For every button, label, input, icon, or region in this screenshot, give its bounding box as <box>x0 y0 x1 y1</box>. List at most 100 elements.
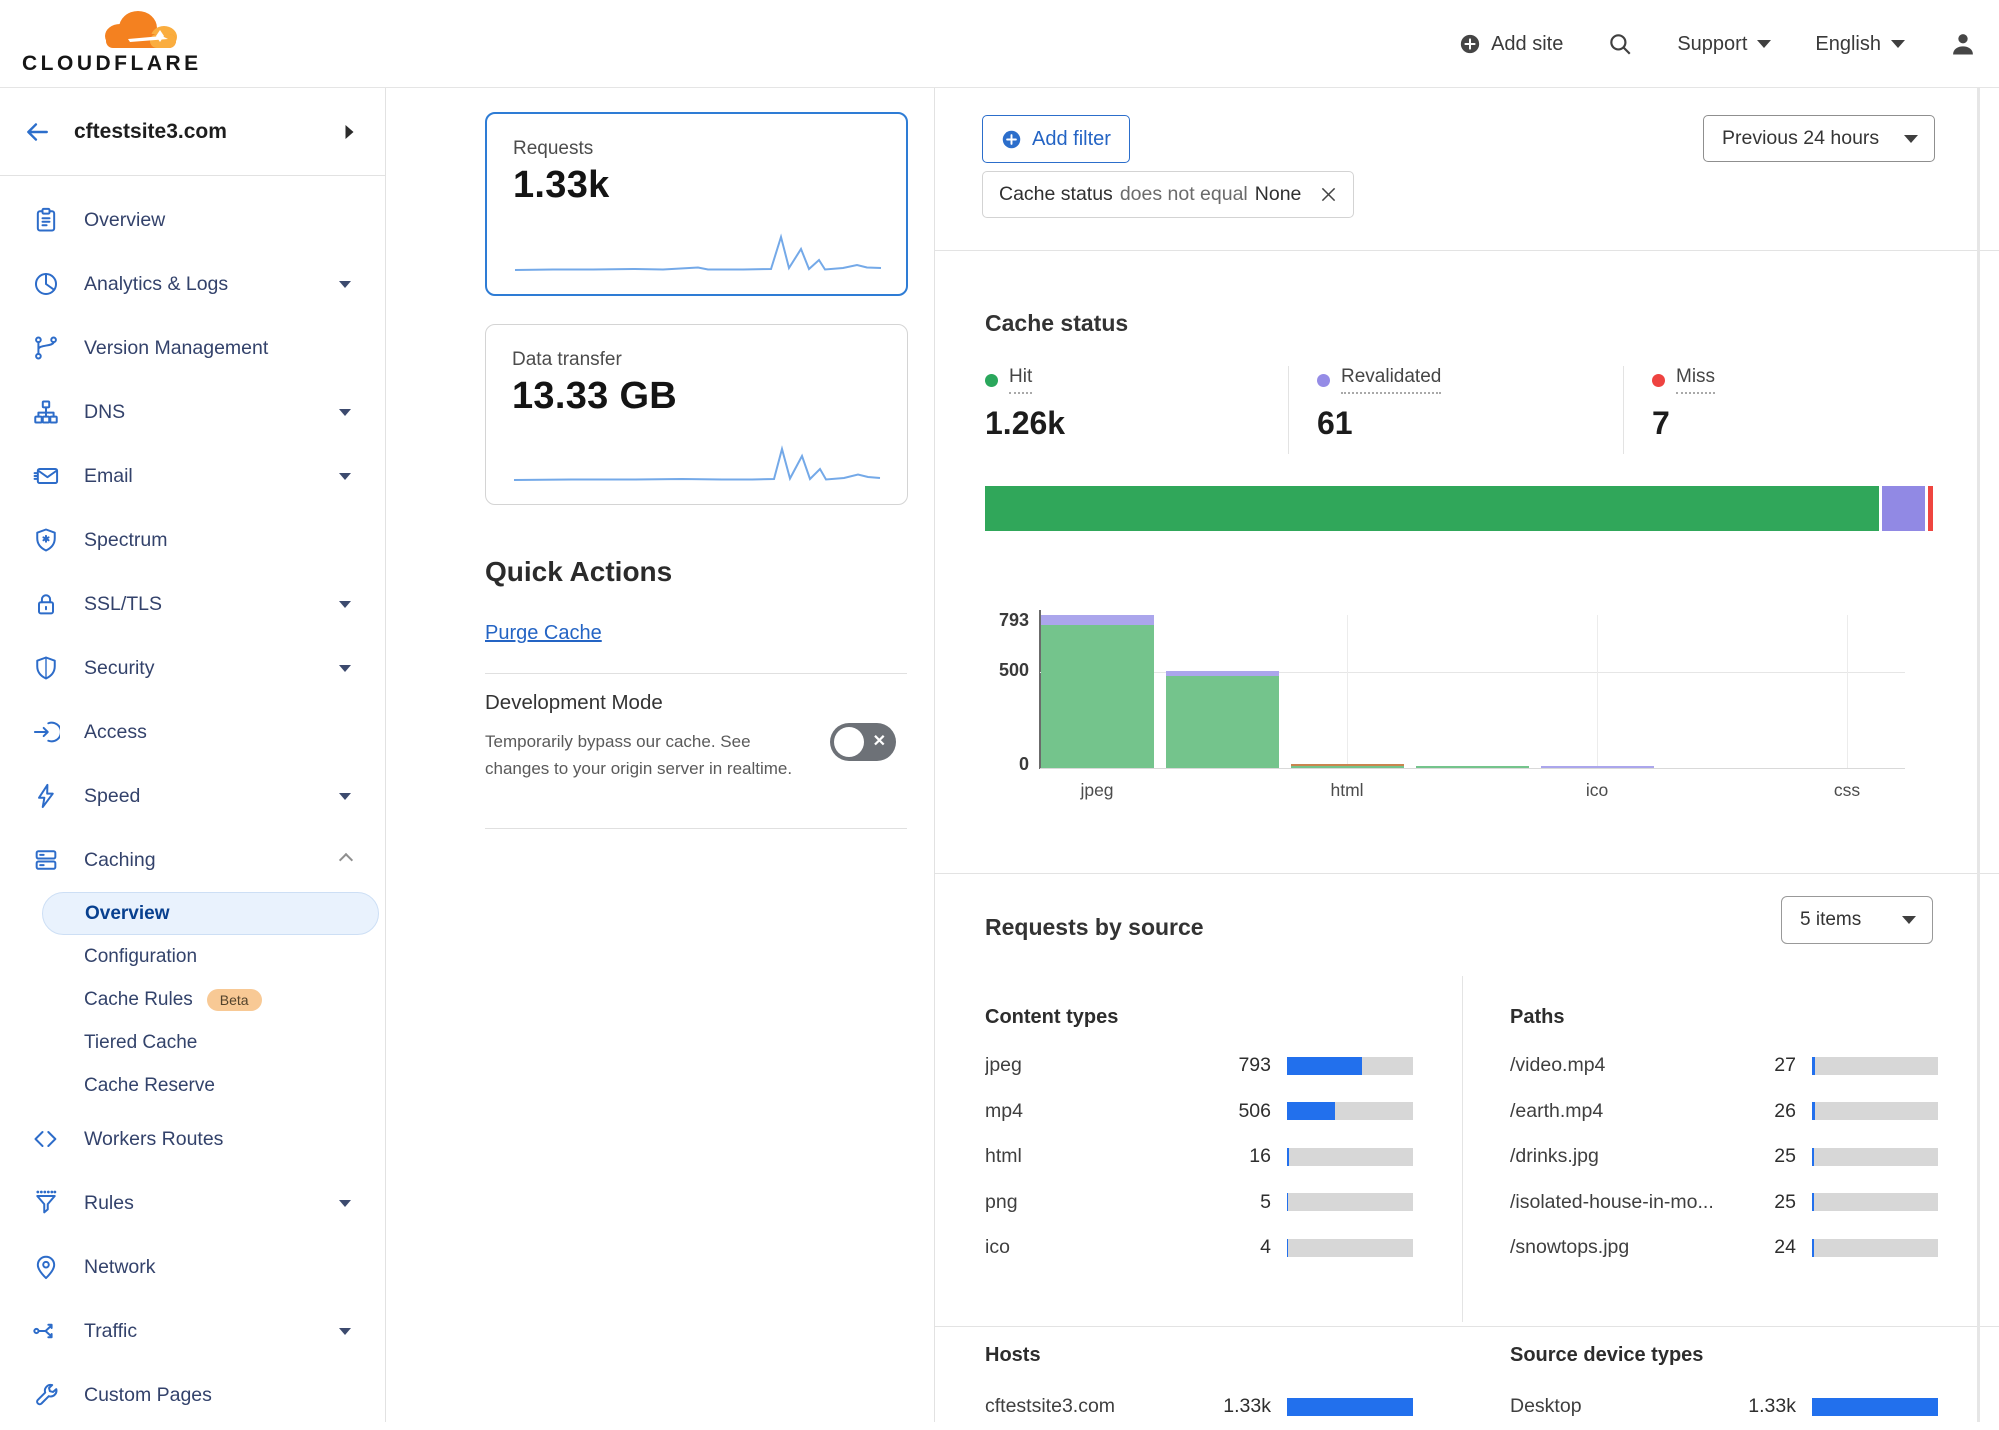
x-tick-label: html <box>1297 780 1397 801</box>
sidebar-subitem-cache-reserve[interactable]: Cache Reserve <box>42 1064 379 1107</box>
row-label: /snowtops.jpg <box>1510 1236 1726 1259</box>
filter-value: None <box>1255 183 1302 206</box>
add-filter-label: Add filter <box>1032 128 1111 151</box>
sidebar-item-speed[interactable]: Speed <box>0 764 385 828</box>
row-value: 26 <box>1726 1100 1796 1123</box>
sidebar-item-rules[interactable]: Rules <box>0 1171 385 1235</box>
beta-badge: Beta <box>207 989 262 1011</box>
stat-label[interactable]: Revalidated <box>1341 366 1441 394</box>
purge-cache-link[interactable]: Purge Cache <box>485 622 602 645</box>
search-icon[interactable] <box>1607 31 1633 57</box>
items-count-dropdown[interactable]: 5 items <box>1781 896 1933 944</box>
status-dot-icon <box>985 374 998 387</box>
divider <box>1462 976 1463 1322</box>
stat-value: 7 <box>1652 405 1924 442</box>
requests-sparkline <box>513 232 883 276</box>
sidebar-item-label: Access <box>84 721 147 744</box>
cloudflare-logo-text: CLOUDFLARE <box>22 52 202 76</box>
row-bar-track <box>1812 1102 1938 1120</box>
stat-miss: Miss 7 <box>1624 366 1924 454</box>
row-bar-track <box>1812 1193 1938 1211</box>
clipboard-icon <box>32 206 60 234</box>
support-label: Support <box>1677 33 1747 56</box>
time-range-label: Previous 24 hours <box>1722 127 1879 150</box>
sidebar-item-custom-pages[interactable]: Custom Pages <box>0 1363 385 1427</box>
scrollbar[interactable] <box>1977 88 1980 1422</box>
row-label: jpeg <box>985 1054 1201 1077</box>
sidebar-item-label: Caching <box>84 849 156 872</box>
data-transfer-metric-card[interactable]: Data transfer 13.33 GB <box>485 324 908 505</box>
row-label: /video.mp4 <box>1510 1054 1726 1077</box>
row-value: 506 <box>1201 1100 1271 1123</box>
divider <box>935 873 1999 874</box>
support-menu[interactable]: Support <box>1677 33 1771 56</box>
row-bar-track <box>1287 1398 1413 1416</box>
row-value: 1.33k <box>1201 1395 1271 1418</box>
filter-chip[interactable]: Cache status does not equal None <box>982 171 1354 218</box>
sidebar-item-overview[interactable]: Overview <box>0 188 385 252</box>
sidebar-subitem-configuration[interactable]: Configuration <box>42 935 379 978</box>
code-icon <box>32 1125 60 1153</box>
user-icon[interactable] <box>1949 30 1977 58</box>
chevron-down-icon <box>1891 40 1905 48</box>
revalidated-bar-segment <box>1166 671 1279 676</box>
data-transfer-sparkline <box>512 442 882 486</box>
envelope-icon <box>32 462 60 490</box>
chevron-down-icon <box>1902 916 1916 924</box>
row-bar-track <box>1812 1239 1938 1257</box>
stat-label[interactable]: Miss <box>1676 366 1715 394</box>
add-site-button[interactable]: Add site <box>1459 33 1563 56</box>
development-mode-title: Development Mode <box>485 691 663 715</box>
row-bar-fill <box>1287 1148 1289 1166</box>
row-bar-track <box>1287 1102 1413 1120</box>
sidebar-item-spectrum[interactable]: Spectrum <box>0 508 385 572</box>
row-bar-track <box>1287 1239 1413 1257</box>
sidebar-item-network[interactable]: Network <box>0 1235 385 1299</box>
language-menu[interactable]: English <box>1815 33 1905 56</box>
requests-by-source-title: Requests by source <box>985 914 1204 941</box>
sidebar-item-dns[interactable]: DNS <box>0 380 385 444</box>
revalidated-bar-segment <box>1541 766 1654 768</box>
time-range-dropdown[interactable]: Previous 24 hours <box>1703 115 1935 162</box>
stat-label[interactable]: Hit <box>1009 366 1032 394</box>
row-bar-track <box>1287 1193 1413 1211</box>
close-icon[interactable] <box>1318 184 1339 205</box>
sidebar-subitem-tiered-cache[interactable]: Tiered Cache <box>42 1021 379 1064</box>
requests-metric-card[interactable]: Requests 1.33k <box>485 112 908 296</box>
toggle-knob <box>834 727 864 757</box>
add-filter-button[interactable]: Add filter <box>982 115 1130 163</box>
sidebar-item-traffic[interactable]: Traffic <box>0 1299 385 1363</box>
row-bar-track <box>1812 1398 1938 1416</box>
row-bar-fill <box>1812 1057 1815 1075</box>
chevron-right-icon[interactable] <box>342 123 357 141</box>
sidebar-subitem-overview[interactable]: Overview <box>42 892 379 935</box>
sidebar-item-email[interactable]: Email <box>0 444 385 508</box>
sidebar-item-version-management[interactable]: Version Management <box>0 316 385 380</box>
sidebar-subitem-label: Configuration <box>84 946 197 968</box>
row-label: html <box>985 1145 1201 1168</box>
hit-bar-segment <box>1416 766 1529 768</box>
back-arrow-icon[interactable] <box>24 119 50 145</box>
sidebar-item-workers-routes[interactable]: Workers Routes <box>0 1107 385 1171</box>
row-bar-fill <box>1812 1102 1815 1120</box>
row-value: 25 <box>1726 1191 1796 1214</box>
row-label: /isolated-house-in-mo... <box>1510 1191 1726 1214</box>
sidebar-item-ssl-tls[interactable]: SSL/TLS <box>0 572 385 636</box>
sidebar-item-security[interactable]: Security <box>0 636 385 700</box>
chevron-down-icon <box>1904 135 1918 143</box>
analytics-content: Add filter Previous 24 hours Cache statu… <box>935 88 1999 1422</box>
chevron-down-icon <box>339 595 351 613</box>
sidebar-item-analytics-logs[interactable]: Analytics & Logs <box>0 252 385 316</box>
development-mode-toggle[interactable]: ✕ <box>830 723 896 761</box>
hit-bar-segment <box>1291 766 1404 768</box>
sidebar-item-access[interactable]: Access <box>0 700 385 764</box>
site-name: cftestsite3.com <box>74 120 318 144</box>
shield-icon <box>32 654 60 682</box>
sidebar-item-label: Rules <box>84 1192 134 1215</box>
sidebar-subitem-label: Cache Reserve <box>84 1075 215 1097</box>
sidebar-item-caching[interactable]: Caching <box>0 828 385 892</box>
